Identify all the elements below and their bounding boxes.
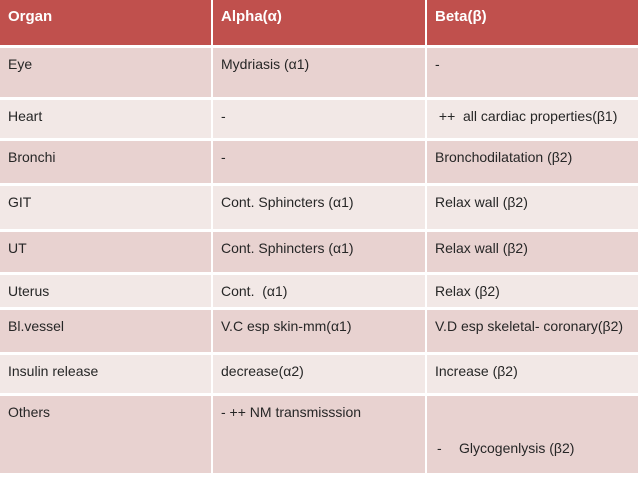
cell-organ-blvessel: Bl.vessel xyxy=(0,310,211,352)
cell-beta-insulin: Increase (β2) xyxy=(427,355,638,393)
list-dash-marker: - xyxy=(437,440,442,456)
cell-alpha-ut: Cont. Sphincters (α1) xyxy=(213,232,425,272)
cell-alpha-others: - ++ NM transmisssion xyxy=(213,396,425,473)
header-cell-organ: Organ xyxy=(0,0,211,45)
cell-alpha-eye: Mydriasis (α1) xyxy=(213,48,425,97)
cell-alpha-blvessel: V.C esp skin-mm(α1) xyxy=(213,310,425,352)
cell-alpha-uterus: Cont. (α1) xyxy=(213,275,425,307)
beta-others-list-item: - Glycogenlysis (β2) xyxy=(435,439,630,457)
cell-organ-heart: Heart xyxy=(0,100,211,138)
cell-organ-ut: UT xyxy=(0,232,211,272)
cell-beta-blvessel: V.D esp skeletal- coronary(β2) xyxy=(427,310,638,352)
header-cell-beta: Beta(β) xyxy=(427,0,638,45)
cell-alpha-bronchi: - xyxy=(213,141,425,183)
cell-organ-insulin: Insulin release xyxy=(0,355,211,393)
cell-beta-git: Relax wall (β2) xyxy=(427,186,638,229)
header-cell-alpha: Alpha(α) xyxy=(213,0,425,45)
cell-beta-ut: Relax wall (β2) xyxy=(427,232,638,272)
cell-beta-others: - Glycogenlysis (β2) - Lipolysis(β3) - +… xyxy=(427,396,638,473)
cell-organ-others: Others xyxy=(0,396,211,473)
cell-beta-uterus: Relax (β2) xyxy=(427,275,638,307)
cell-beta-bronchi: Bronchodilatation (β2) xyxy=(427,141,638,183)
cell-alpha-git: Cont. Sphincters (α1) xyxy=(213,186,425,229)
cell-organ-git: GIT xyxy=(0,186,211,229)
cell-organ-bronchi: Bronchi xyxy=(0,141,211,183)
cell-beta-heart: ++ all cardiac properties(β1) xyxy=(427,100,638,138)
list-item-text: Glycogenlysis (β2) xyxy=(459,440,575,456)
cell-alpha-heart: - xyxy=(213,100,425,138)
cell-organ-eye: Eye xyxy=(0,48,211,97)
cell-organ-uterus: Uterus xyxy=(0,275,211,307)
cell-alpha-insulin: decrease(α2) xyxy=(213,355,425,393)
cell-beta-eye: - xyxy=(427,48,638,97)
